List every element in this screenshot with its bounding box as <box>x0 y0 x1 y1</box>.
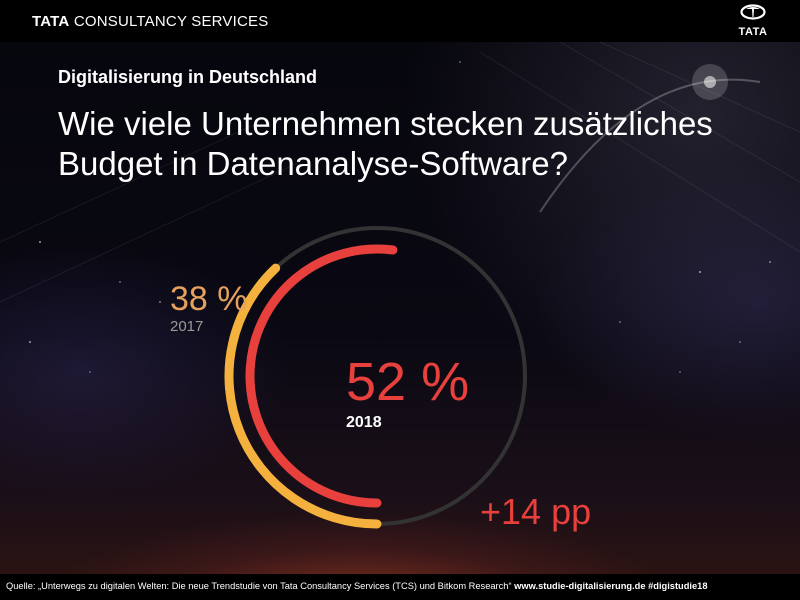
data-label-2017-value: 38 % <box>170 280 248 318</box>
source-note: Quelle: „Unterwegs zu digitalen Welten: … <box>6 581 512 591</box>
infographic-stage: Digitalisierung in Deutschland Wie viele… <box>0 42 800 574</box>
data-label-2018-value: 52 % <box>346 352 469 412</box>
tata-emblem-icon <box>740 4 766 20</box>
bar-2017 <box>224 263 382 529</box>
chart-title-line-2: Budget in Datenanalyse-Software? <box>58 145 568 182</box>
brand-name: TATA CONSULTANCY SERVICES <box>32 13 268 30</box>
data-label-2017-year: 2017 <box>170 318 203 335</box>
space-background <box>0 42 800 373</box>
bar-2018 <box>245 244 398 508</box>
footer-link[interactable]: www.studie-digitalisierung.de #digistudi… <box>514 581 708 591</box>
chart-title: Wie viele Unternehmen stecken zusätzlich… <box>58 104 738 184</box>
brand-rest: CONSULTANCY SERVICES <box>73 13 269 30</box>
data-label-2018-year: 2018 <box>346 414 382 431</box>
logo-word: TATA <box>738 26 768 38</box>
tata-logo-icon: TATA <box>732 4 774 38</box>
brand-strong: TATA <box>32 13 70 30</box>
difference-label: +14 pp <box>480 491 591 532</box>
chart-title-line-1: Wie viele Unternehmen stecken zusätzlich… <box>58 105 713 142</box>
footer-text: Quelle: „Unterwegs zu digitalen Welten: … <box>6 581 708 591</box>
subtitle: Digitalisierung in Deutschland <box>58 67 318 87</box>
header-bar: TATA CONSULTANCY SERVICES TATA <box>0 0 800 42</box>
footer: Quelle: „Unterwegs zu digitalen Welten: … <box>0 574 800 600</box>
